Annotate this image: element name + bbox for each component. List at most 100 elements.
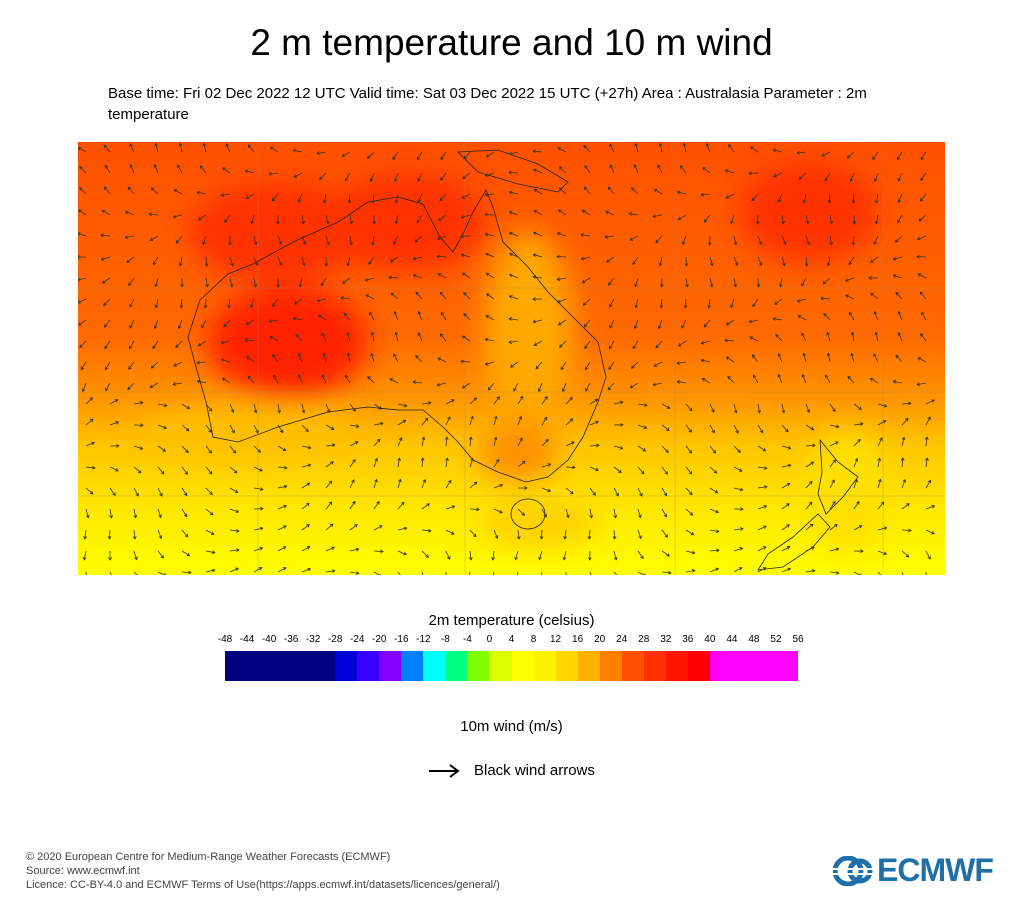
colorbar-segment <box>401 651 424 681</box>
wind-arrow <box>247 375 255 384</box>
wind-arrow <box>349 214 354 225</box>
wind-arrow <box>468 436 473 447</box>
wind-arrow <box>436 382 447 387</box>
wind-arrow <box>225 143 231 153</box>
wind-arrow <box>316 151 327 155</box>
wind-arrow <box>104 361 111 371</box>
wind-arrow <box>801 332 807 342</box>
colorbar-tick: 24 <box>616 634 628 645</box>
wind-arrow <box>725 193 735 199</box>
wind-arrow <box>757 525 767 531</box>
wind-arrow <box>421 478 427 489</box>
colorbar-segment <box>687 651 711 681</box>
wind-arrow <box>439 291 447 300</box>
colorbar-ticks: -48 -44 -40 -36 -32 -28 -24 -20 -16 -12 -8 -4 0 4 8 12 1… <box>218 634 804 648</box>
wind-arrow <box>565 487 574 495</box>
wind-arrow <box>798 172 807 180</box>
wind-arrow <box>150 187 159 195</box>
wind-arrow <box>517 437 523 447</box>
wind-arrow <box>916 235 927 241</box>
wind-arrow <box>181 570 192 575</box>
wind-arrow <box>325 403 331 414</box>
wind-arrow <box>895 291 903 300</box>
wind-arrow <box>317 314 327 321</box>
colorbar-segment <box>357 651 380 681</box>
wind-arrow <box>229 466 238 474</box>
wind-arrow <box>702 167 711 174</box>
wind-arrow <box>781 214 785 225</box>
wind-arrow <box>133 423 144 428</box>
wind-arrow <box>901 503 910 510</box>
wind-arrow <box>919 193 927 202</box>
wind-arrow <box>152 340 159 350</box>
wind-arrow <box>589 466 600 472</box>
wind-arrow <box>297 352 303 363</box>
wind-arrow <box>85 465 96 470</box>
wind-arrow <box>100 256 111 261</box>
wind-arrow <box>733 487 744 492</box>
wind-arrow <box>681 235 687 246</box>
wind-arrow <box>589 487 596 496</box>
wind-arrow <box>685 466 693 475</box>
wind-arrow <box>804 256 809 267</box>
wind-arrow <box>829 570 840 575</box>
wind-arrow <box>373 403 383 410</box>
wind-arrow <box>532 149 543 154</box>
wind-arrow <box>508 273 519 279</box>
temperature-wind-map <box>78 142 945 575</box>
wind-arrow <box>440 151 447 161</box>
wind-arrow <box>201 319 207 329</box>
wind-arrow <box>420 457 425 468</box>
wind-arrow <box>346 331 351 342</box>
wind-arrow <box>924 436 929 447</box>
wind-arrow <box>750 146 759 153</box>
wind-arrow <box>820 296 831 301</box>
wind-arrow <box>709 424 715 434</box>
wind-arrow <box>179 298 184 309</box>
wind-arrow <box>109 399 119 405</box>
wind-arrow <box>897 214 903 224</box>
wind-arrow <box>652 214 663 218</box>
wind-arrow <box>844 277 855 282</box>
wind-arrow <box>751 193 759 202</box>
wind-arrow <box>103 319 111 328</box>
wind-arrow <box>224 214 231 223</box>
wind-arrow <box>373 457 378 468</box>
wind-arrow <box>777 193 783 203</box>
wind-arrow <box>197 340 207 347</box>
wind-arrow <box>277 525 287 531</box>
colorbar-tick: -40 <box>261 634 277 645</box>
wind-arrow <box>412 256 423 261</box>
wind-arrow <box>685 487 693 496</box>
wind-arrow <box>373 500 380 510</box>
wind-arrow <box>558 187 567 195</box>
wind-arrow <box>539 529 544 540</box>
wind-arrow <box>421 401 432 405</box>
wind-arrow <box>709 445 717 454</box>
wind-arrow <box>389 256 399 263</box>
wind-arrow <box>325 569 336 573</box>
wind-arrow <box>508 151 519 156</box>
wind-arrow <box>322 352 327 363</box>
wind-arrow <box>371 235 375 246</box>
wind-arrow <box>493 436 498 447</box>
colorbar-tick: 16 <box>572 634 584 645</box>
wind-arrow <box>320 277 327 287</box>
colorbar-segment <box>379 651 402 681</box>
wind-arrow <box>349 424 360 429</box>
wind-arrow <box>733 403 738 414</box>
wind-arrow <box>583 144 591 153</box>
wind-arrow <box>613 445 624 450</box>
wind-arrow <box>397 403 408 408</box>
wind-arrow <box>589 571 592 575</box>
wind-arrows <box>78 142 936 575</box>
wind-arrow <box>393 172 399 183</box>
wind-arrow <box>181 403 191 410</box>
wind-arrow <box>925 529 935 535</box>
wind-arrow <box>101 209 111 216</box>
wind-arrow <box>781 463 792 468</box>
wind-arrow <box>157 529 163 540</box>
wind-arrow <box>463 312 471 321</box>
wind-arrow <box>733 277 738 288</box>
wind-arrow <box>757 235 763 246</box>
